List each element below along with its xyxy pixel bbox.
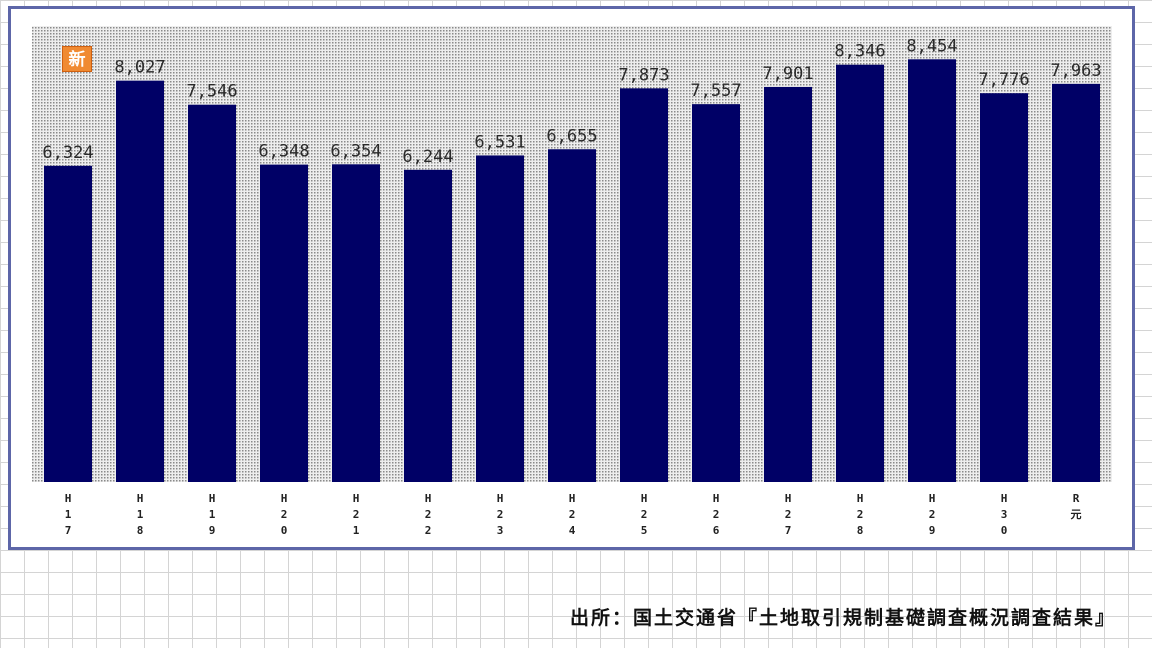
x-tick-char: H — [641, 492, 648, 505]
x-tick-char: 2 — [929, 508, 936, 521]
new-badge: 新 — [62, 46, 92, 72]
x-tick-char: 2 — [425, 524, 432, 537]
x-tick-char: 2 — [569, 508, 576, 521]
x-tick-char: R — [1073, 492, 1080, 505]
x-tick-label: H 1 7 — [65, 492, 72, 537]
x-tick-char: 2 — [425, 508, 432, 521]
x-tick-char: 3 — [497, 524, 504, 537]
x-tick-char: 2 — [641, 508, 648, 521]
value-label: 6,531 — [474, 132, 525, 152]
x-tick-char: 1 — [209, 508, 216, 521]
x-tick-char: H — [713, 492, 720, 505]
bar-H28 — [836, 64, 884, 482]
value-label: 7,776 — [978, 70, 1029, 90]
bar-H30 — [980, 93, 1028, 482]
value-label: 8,027 — [114, 58, 165, 78]
x-tick-char: H — [929, 492, 936, 505]
x-tick-label: H 2 6 — [713, 492, 720, 537]
bar-H21 — [332, 164, 380, 483]
chart-frame: 6,324 8,027 7,546 6,348 6,354 6,244 6,531 6,655… — [8, 6, 1135, 550]
value-label: 8,346 — [834, 42, 885, 62]
x-tick-char: H — [281, 492, 288, 505]
value-label: 6,348 — [258, 142, 309, 162]
x-tick-char: 9 — [929, 524, 936, 537]
x-tick-char: 2 — [497, 508, 504, 521]
x-tick-char: 1 — [65, 508, 72, 521]
bar-H25 — [620, 88, 668, 482]
x-tick-label: H 2 3 — [497, 492, 504, 537]
x-tick-char: 2 — [353, 508, 360, 521]
x-tick-char: H — [65, 492, 72, 505]
bar-H17 — [44, 165, 92, 483]
bar-R元 — [1052, 83, 1100, 482]
x-tick-char: H — [569, 492, 576, 505]
x-tick-char: H — [209, 492, 216, 505]
bar-H24 — [548, 149, 596, 482]
x-tick-char: 2 — [785, 508, 792, 521]
x-tick-char: 2 — [857, 508, 864, 521]
x-tick-char: 3 — [1001, 508, 1008, 521]
value-label: 6,324 — [42, 143, 93, 163]
x-tick-char: 1 — [137, 508, 144, 521]
x-tick-label: H 2 4 — [569, 492, 576, 537]
bar-H20 — [260, 164, 308, 482]
x-tick-char: H — [857, 492, 864, 505]
bar-H19 — [188, 104, 236, 482]
x-tick-char: 6 — [713, 524, 720, 537]
value-label: 7,557 — [690, 81, 741, 101]
x-tick-char: H — [425, 492, 432, 505]
x-tick-char: 元 — [1071, 508, 1082, 521]
value-label: 7,901 — [762, 64, 813, 84]
bar-H22 — [404, 169, 452, 483]
bar-H18 — [116, 80, 164, 483]
source-note: 出所：国土交通省『土地取引規制基礎調査概況調査結果』 — [569, 607, 1116, 629]
x-tick-label: H 2 8 — [857, 492, 864, 537]
x-tick-label: H 2 0 — [281, 492, 288, 537]
x-tick-label: H 2 5 — [641, 492, 648, 537]
x-tick-char: 9 — [209, 524, 216, 537]
value-label: 6,244 — [402, 147, 453, 167]
value-label: 8,454 — [906, 36, 957, 56]
x-tick-char: H — [353, 492, 360, 505]
bar-H23 — [476, 155, 524, 482]
x-tick-char: 2 — [281, 508, 288, 521]
x-tick-char: 7 — [785, 524, 792, 537]
x-tick-label: H 1 8 — [137, 492, 144, 537]
x-tick-label: R元 — [1071, 492, 1082, 521]
x-tick-char: 1 — [353, 524, 360, 537]
x-tick-char: 0 — [1001, 524, 1008, 537]
x-tick-char: 8 — [137, 524, 144, 537]
x-tick-char: H — [137, 492, 144, 505]
bar-chart: 6,324 8,027 7,546 6,348 6,354 6,244 6,531 6,655… — [32, 26, 1112, 537]
value-label: 7,546 — [186, 82, 237, 102]
x-tick-char: H — [785, 492, 792, 505]
value-label: 7,873 — [618, 65, 669, 85]
x-tick-label: H 2 2 — [425, 492, 432, 537]
x-tick-char: 0 — [281, 524, 288, 537]
value-label: 6,354 — [330, 141, 381, 161]
x-tick-char: 4 — [569, 524, 576, 537]
x-tick-char: H — [1001, 492, 1008, 505]
value-label: 6,655 — [546, 126, 597, 146]
x-tick-char: 7 — [65, 524, 72, 537]
value-label: 7,963 — [1050, 61, 1101, 81]
x-tick-label: H 2 7 — [785, 492, 792, 537]
x-tick-char: 8 — [857, 524, 864, 537]
bar-H29 — [908, 59, 956, 483]
x-tick-label: H 2 1 — [353, 492, 360, 537]
x-tick-char: 5 — [641, 524, 648, 537]
bar-H27 — [764, 86, 812, 482]
x-tick-char: H — [497, 492, 504, 505]
x-tick-char: 2 — [713, 508, 720, 521]
x-tick-label: H 3 0 — [1001, 492, 1008, 537]
x-tick-label: H 2 9 — [929, 492, 936, 537]
x-tick-label: H 1 9 — [209, 492, 216, 537]
bar-H26 — [692, 104, 740, 483]
